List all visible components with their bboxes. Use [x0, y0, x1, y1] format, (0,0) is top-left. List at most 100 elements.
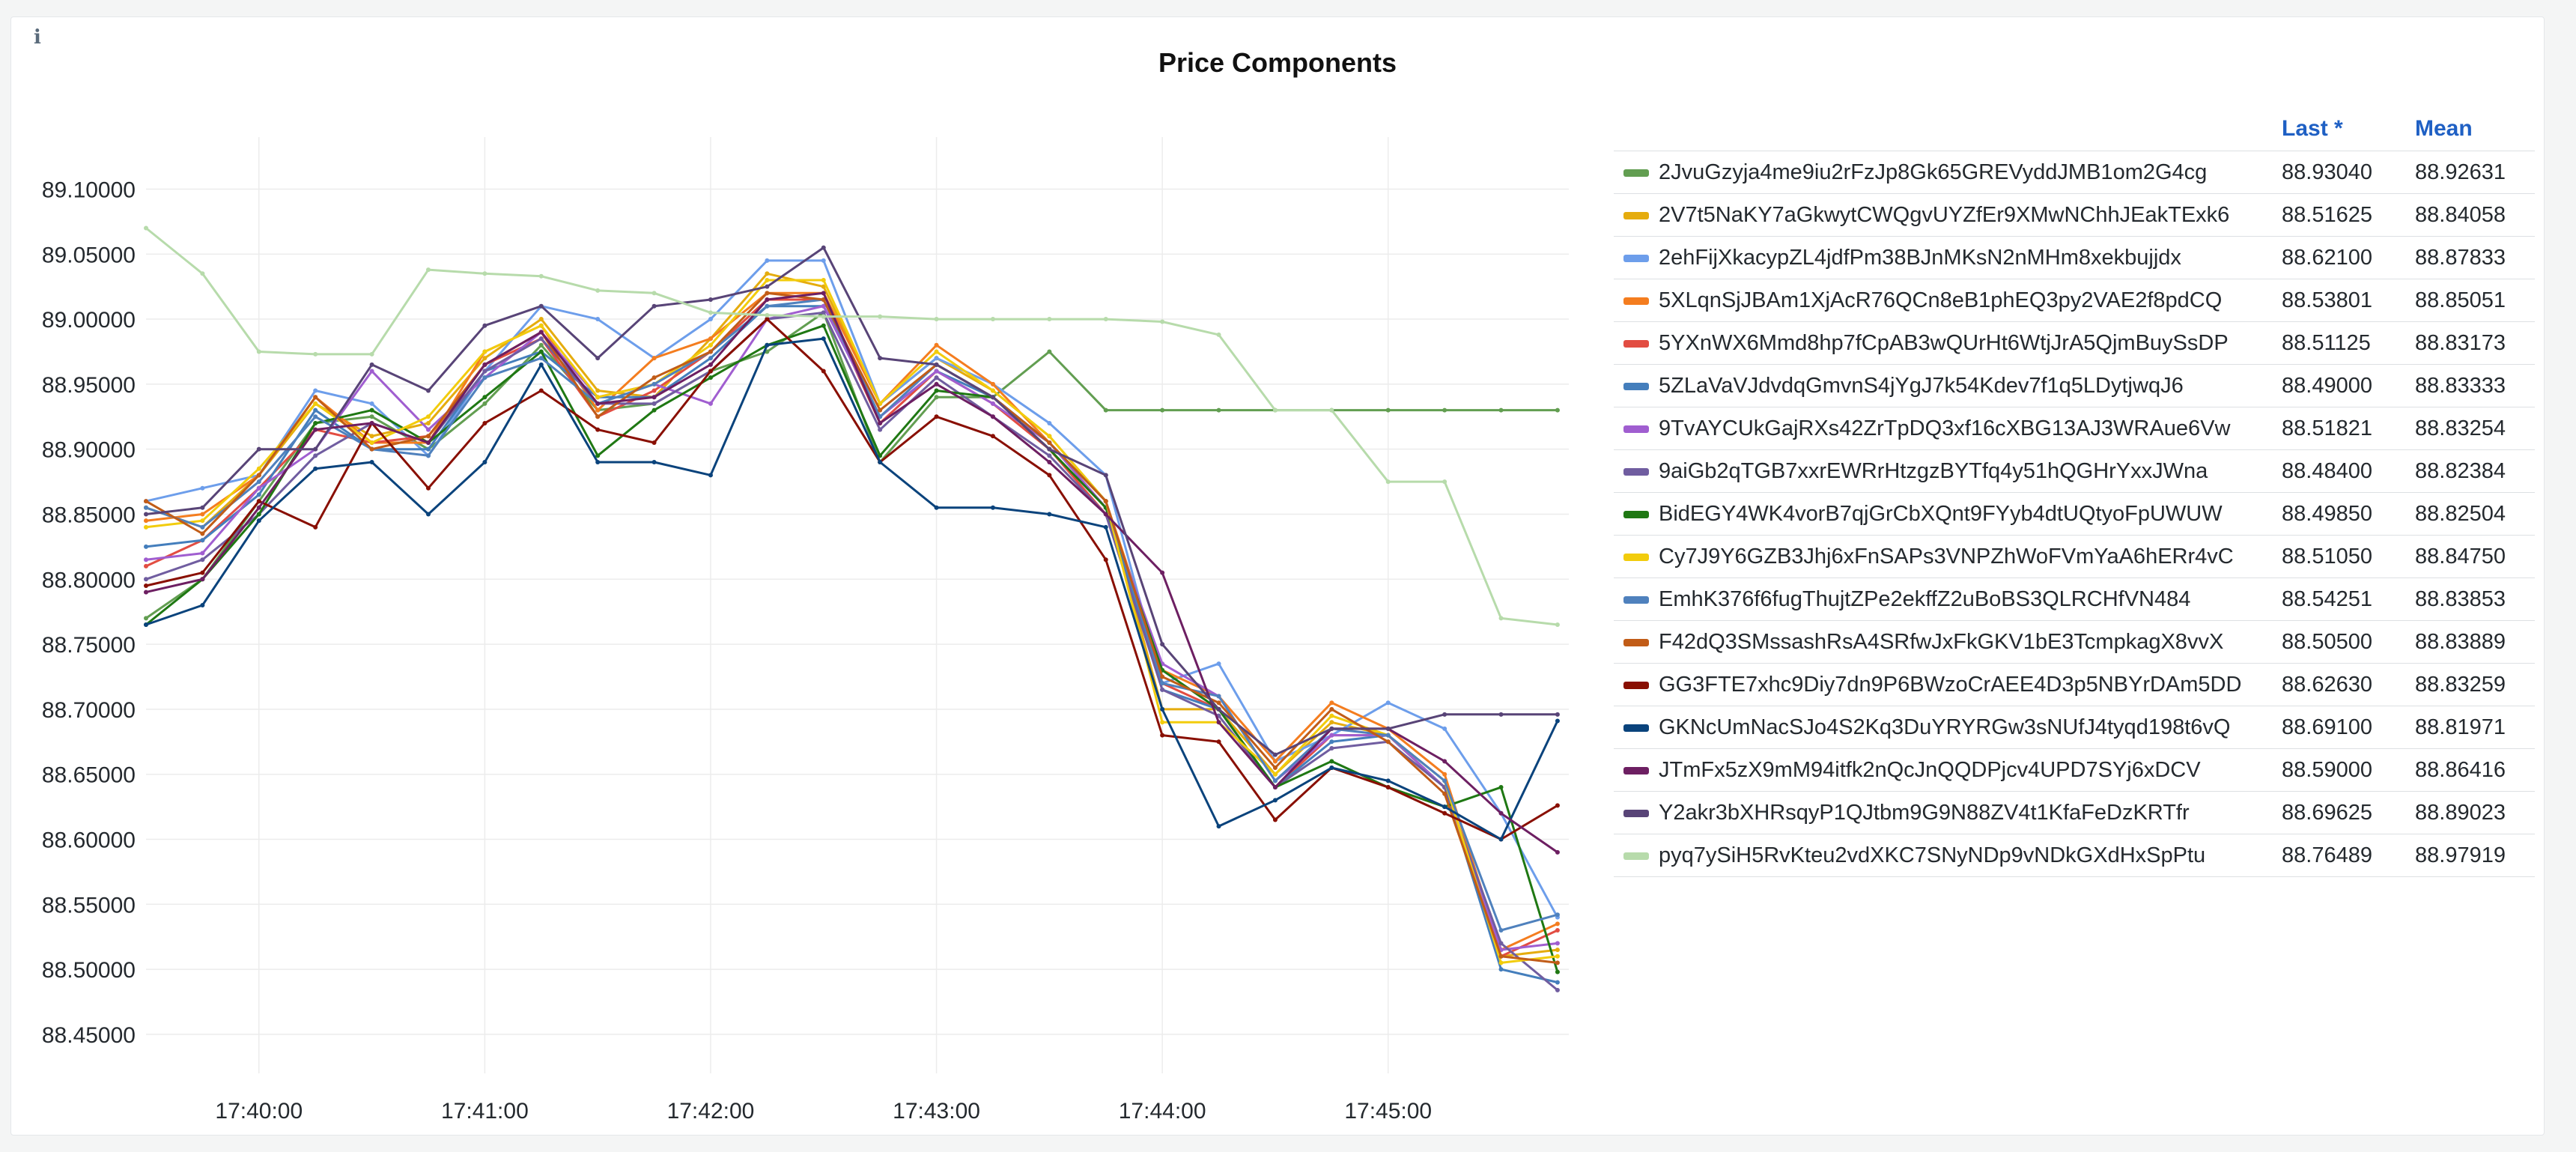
legend-row-1[interactable]: 2V7t5NaKY7aGkwytCWQgvUYZfEr9XMwNChhJEakT… [1614, 193, 2535, 237]
series-point-10 [144, 505, 148, 510]
series-point-0 [538, 342, 544, 348]
legend-row-7[interactable]: 9aiGb2qTGB7xxrEWRrHtzgzBYTfq4y51hQGHrYxx… [1614, 449, 2535, 493]
series-point-7 [651, 401, 657, 406]
y-tick-label: 88.65000 [42, 763, 136, 788]
series-point-2 [595, 317, 601, 322]
series-point-14 [765, 297, 770, 303]
series-point-3 [934, 342, 939, 348]
series-point-15 [369, 362, 374, 367]
series-point-7 [1498, 941, 1504, 946]
legend-swatch [1623, 467, 1649, 476]
series-point-12 [256, 499, 261, 504]
series-point-13 [313, 466, 318, 471]
legend-row-8[interactable]: BidEGY4WK4vorB7qjGrCbXQnt9FYyb4dtUQtyoFp… [1614, 492, 2535, 536]
legend-row-6[interactable]: 9TvAYCUkGajRXs42ZrTpDQ3xf16cXBG13AJ3WRAu… [1614, 407, 2535, 450]
legend-series-name[interactable]: 2V7t5NaKY7aGkwytCWQgvUYZfEr9XMwNChhJEakT… [1659, 193, 2274, 237]
series-point-11 [1047, 440, 1052, 445]
series-point-14 [1103, 512, 1108, 517]
legend-series-name[interactable]: Y2akr3bXHRsqyP1QJtbm9G9N88ZV4t1KfaFeDzKR… [1659, 791, 2274, 834]
series-point-9 [595, 395, 601, 400]
series-point-15 [1329, 726, 1334, 731]
legend-row-15[interactable]: Y2akr3bXHRsqyP1QJtbm9G9N88ZV4t1KfaFeDzKR… [1614, 791, 2535, 834]
legend-series-name[interactable]: BidEGY4WK4vorB7qjGrCbXQnt9FYyb4dtUQtyoFp… [1659, 492, 2274, 536]
legend-series-name[interactable]: GG3FTE7xhc9Diy7dn9P6BWzoCrAEE4D3p5NBYrDA… [1659, 663, 2274, 706]
series-point-0 [1442, 407, 1448, 413]
legend-swatch [1623, 809, 1649, 817]
legend-series-name[interactable]: F42dQ3SMssashRsA4SRfwJxFkGKV1bE3TcmpkagX… [1659, 620, 2274, 664]
legend-col-last[interactable]: Last * [2282, 116, 2343, 141]
legend-col-mean[interactable]: Mean [2415, 116, 2473, 141]
legend-last-value: 88.69625 [2274, 791, 2408, 834]
legend-row-13[interactable]: GKNcUmNacSJo4S2Kq3DuYRYRGw3sNUfJ4tyqd198… [1614, 706, 2535, 749]
legend-swatch [1623, 425, 1649, 433]
legend-swatch [1623, 638, 1649, 646]
series-point-2 [200, 485, 205, 491]
y-tick-label: 88.75000 [42, 633, 136, 658]
series-point-7 [200, 557, 205, 563]
series-point-14 [878, 420, 883, 425]
series-point-13 [821, 336, 826, 342]
legend-row-16[interactable]: pyq7ySiH5RvKteu2vdXKC7SNyNDp9vNDkGXdHxSp… [1614, 834, 2535, 877]
legend-row-2[interactable]: 2ehFijXkacypZL4jdfPm38BJnMKsN2nMHm8xekbu… [1614, 236, 2535, 279]
series-point-6 [1329, 733, 1334, 738]
legend-row-11[interactable]: F42dQ3SMssashRsA4SRfwJxFkGKV1bE3TcmpkagX… [1614, 620, 2535, 664]
legend-series-name[interactable]: 9aiGb2qTGB7xxrEWRrHtzgzBYTfq4y51hQGHrYxx… [1659, 449, 2274, 493]
series-point-1 [765, 271, 770, 276]
legend-series-name[interactable]: 5XLqnSjJBAm1XjAcR76QCn8eB1phEQ3py2VAE2f8… [1659, 279, 2274, 322]
series-point-8 [1555, 969, 1560, 974]
legend-series-name[interactable]: EmhK376f6fugThujtZPe2ekffZ2uBoBS3QLRCHfV… [1659, 577, 2274, 621]
legend-swatch-cell [1614, 748, 1659, 792]
series-point-15 [595, 356, 601, 361]
series-point-7 [482, 369, 487, 374]
series-point-6 [990, 401, 995, 406]
series-point-14 [200, 577, 205, 582]
series-point-3 [708, 336, 713, 342]
legend-series-name[interactable]: 9TvAYCUkGajRXs42ZrTpDQ3xf16cXBG13AJ3WRAu… [1659, 407, 2274, 450]
series-point-7 [878, 427, 883, 432]
series-point-12 [144, 583, 148, 588]
legend-row-10[interactable]: EmhK376f6fugThujtZPe2ekffZ2uBoBS3QLRCHfV… [1614, 577, 2535, 621]
x-tick-label: 17:40:00 [215, 1099, 303, 1124]
legend-swatch [1623, 339, 1649, 348]
series-point-12 [934, 414, 939, 419]
series-point-16 [1385, 479, 1391, 485]
legend-series-name[interactable]: 2JvuGzyja4me9iu2rFzJp8Gk65GREVyddJMB1om2… [1659, 151, 2274, 194]
legend-series-name[interactable]: Cy7J9Y6GZB3Jhj6xFnSAPs3VNPZhWoFVmYaA6hER… [1659, 535, 2274, 578]
legend-series-name[interactable]: JTmFx5zX9mM94itfk2nQcJnQQDPjcv4UPD7SYj6x… [1659, 748, 2274, 792]
series-point-12 [538, 388, 544, 393]
series-point-6 [1555, 941, 1560, 946]
legend-swatch-cell [1614, 279, 1659, 322]
series-point-13 [1329, 766, 1334, 771]
series-point-12 [1442, 810, 1448, 816]
series-point-0 [1216, 407, 1221, 413]
legend-row-14[interactable]: JTmFx5zX9mM94itfk2nQcJnQQDPjcv4UPD7SYj6x… [1614, 748, 2535, 792]
legend-row-5[interactable]: 5ZLaVaVJdvdqGmvnS4jYgJ7k54Kdev7f1q5LDytj… [1614, 364, 2535, 407]
series-point-11 [595, 414, 601, 419]
series-point-5 [1329, 739, 1334, 745]
series-point-9 [144, 524, 148, 530]
legend-row-12[interactable]: GG3FTE7xhc9Diy7dn9P6BWzoCrAEE4D3p5NBYrDA… [1614, 663, 2535, 706]
series-point-9 [878, 401, 883, 406]
info-icon[interactable]: i [34, 26, 41, 49]
series-point-9 [708, 342, 713, 348]
series-point-0 [1498, 407, 1504, 413]
legend-row-4[interactable]: 5YXnWX6Mmd8hp7fCpAB3wQUrHt6WtjJrA5QjmBuy… [1614, 321, 2535, 365]
legend-row-0[interactable]: 2JvuGzyja4me9iu2rFzJp8Gk65GREVyddJMB1om2… [1614, 151, 2535, 194]
series-point-16 [1329, 407, 1334, 413]
legend-series-name[interactable]: 2ehFijXkacypZL4jdfPm38BJnMKsN2nMHm8xekbu… [1659, 236, 2274, 279]
series-point-9 [821, 277, 826, 282]
series-point-11 [821, 297, 826, 303]
legend-mean-value: 88.82384 [2408, 449, 2535, 493]
series-point-12 [1216, 739, 1221, 745]
legend-series-name[interactable]: 5YXnWX6Mmd8hp7fCpAB3wQUrHt6WtjJrA5QjmBuy… [1659, 321, 2274, 365]
series-point-12 [1160, 733, 1165, 738]
legend-row-9[interactable]: Cy7J9Y6GZB3Jhj6xFnSAPs3VNPZhWoFVmYaA6hER… [1614, 535, 2535, 578]
legend-last-value: 88.49000 [2274, 364, 2408, 407]
legend-series-name[interactable]: GKNcUmNacSJo4S2Kq3DuYRYRGw3sNUfJ4tyqd198… [1659, 706, 2274, 749]
legend-series-name[interactable]: pyq7ySiH5RvKteu2vdXKC7SNyNDp9vNDkGXdHxSp… [1659, 834, 2274, 877]
y-tick-label: 88.95000 [42, 373, 136, 398]
legend-series-name[interactable]: 5ZLaVaVJdvdqGmvnS4jYgJ7k54Kdev7f1q5LDytj… [1659, 364, 2274, 407]
series-point-2 [313, 388, 318, 393]
series-point-9 [1555, 954, 1560, 959]
legend-row-3[interactable]: 5XLqnSjJBAm1XjAcR76QCn8eB1phEQ3py2VAE2f8… [1614, 279, 2535, 322]
